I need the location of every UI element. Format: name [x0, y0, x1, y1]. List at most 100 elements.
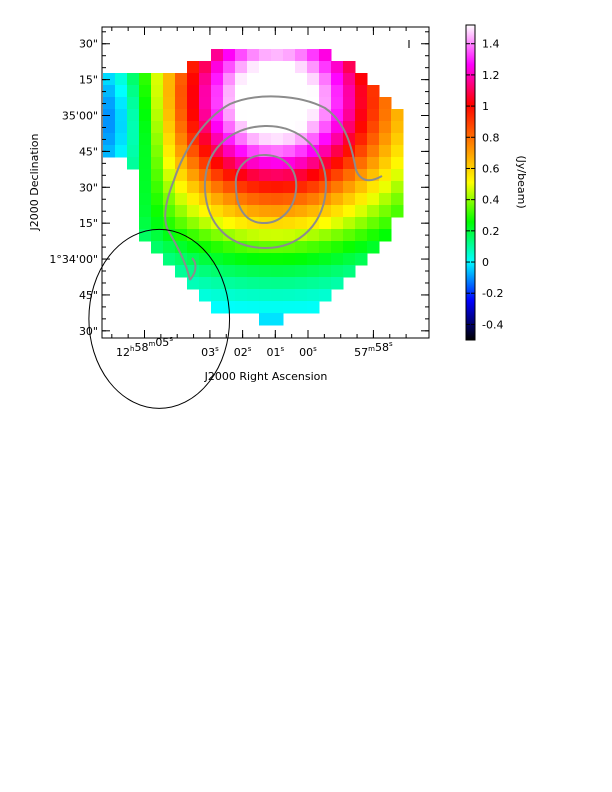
- image-pixel: [223, 169, 236, 182]
- image-pixel: [355, 157, 368, 170]
- image-pixel: [151, 97, 164, 110]
- image-pixel: [247, 109, 260, 122]
- axis-ticks: [102, 27, 429, 338]
- image-pixel: [235, 277, 248, 290]
- image-pixel: [187, 277, 200, 290]
- image-pixel: [187, 229, 200, 242]
- image-pixel: [367, 217, 380, 230]
- image-pixel: [247, 85, 260, 98]
- image-pixel: [367, 157, 380, 170]
- image-pixel: [331, 85, 344, 98]
- image-pixel: [235, 61, 248, 74]
- image-pixel: [379, 181, 392, 194]
- image-pixel: [199, 109, 212, 122]
- image-pixel: [391, 205, 404, 218]
- image-pixel: [139, 157, 152, 170]
- image-pixel: [379, 217, 392, 230]
- image-pixel: [211, 109, 224, 122]
- image-pixel: [235, 133, 248, 146]
- image-pixel: [223, 229, 236, 242]
- image-pixel: [247, 301, 260, 314]
- image-pixel: [187, 97, 200, 110]
- image-pixel: [199, 229, 212, 242]
- image-pixel: [199, 241, 212, 254]
- image-pixel: [283, 49, 296, 62]
- image-pixel: [367, 193, 380, 206]
- image-pixel: [127, 85, 140, 98]
- colorbar-tick-label: -0.2: [482, 287, 503, 300]
- colorbar-tick-label: -0.4: [482, 318, 503, 331]
- colorbar-tick-label: 0.8: [482, 131, 500, 144]
- image-pixel: [331, 229, 344, 242]
- image-pixel: [115, 145, 128, 158]
- image-pixel: [319, 253, 332, 266]
- image-pixel: [271, 145, 284, 158]
- image-pixel: [343, 229, 356, 242]
- image-pixel: [247, 97, 260, 110]
- image-pixel: [115, 133, 128, 146]
- image-pixel: [295, 61, 308, 74]
- image-pixel: [199, 253, 212, 266]
- image-pixel: [295, 253, 308, 266]
- image-pixel: [139, 169, 152, 182]
- image-pixel: [367, 97, 380, 110]
- image-pixel: [295, 157, 308, 170]
- image-pixel: [235, 217, 248, 230]
- image-pixel: [139, 181, 152, 194]
- image-pixel: [199, 61, 212, 74]
- image-pixel: [355, 97, 368, 110]
- image-pixel: [271, 277, 284, 290]
- image-pixel: [283, 109, 296, 122]
- image-pixel: [175, 109, 188, 122]
- image-pixel: [283, 145, 296, 158]
- image-pixel: [175, 205, 188, 218]
- image-pixel: [151, 181, 164, 194]
- image-pixel: [271, 229, 284, 242]
- image-pixel: [295, 217, 308, 230]
- image-pixel: [163, 145, 176, 158]
- colorbar-tick-label: 0.2: [482, 225, 500, 238]
- image-pixel: [295, 277, 308, 290]
- ra-tick-label: 57m58s: [354, 340, 393, 359]
- image-pixel: [151, 157, 164, 170]
- image-pixel: [211, 73, 224, 86]
- image-pixel: [187, 205, 200, 218]
- ra-tick-labels: 12h58m05s 03s 02s 01s 00s 57m58s: [116, 335, 393, 359]
- image-pixel: [127, 145, 140, 158]
- image-pixel: [355, 205, 368, 218]
- image-pixel: [139, 109, 152, 122]
- image-pixel: [103, 85, 116, 98]
- image-pixel: [271, 157, 284, 170]
- image-pixel: [235, 265, 248, 278]
- image-pixel: [187, 145, 200, 158]
- image-pixel: [259, 61, 272, 74]
- image-pixel: [235, 157, 248, 170]
- image-pixel: [247, 133, 260, 146]
- image-pixel: [271, 109, 284, 122]
- image-pixel: [271, 193, 284, 206]
- image-pixel: [163, 109, 176, 122]
- image-pixel: [319, 133, 332, 146]
- image-pixel: [283, 157, 296, 170]
- colorbar-tick-label: 1.2: [482, 69, 500, 82]
- image-pixel: [259, 121, 272, 134]
- image-pixel: [391, 121, 404, 134]
- image-pixel: [235, 301, 248, 314]
- image-pixel: [283, 277, 296, 290]
- image-pixel: [211, 229, 224, 242]
- image-pixel: [223, 289, 236, 302]
- image-pixel: [379, 97, 392, 110]
- image-pixel: [379, 205, 392, 218]
- image-pixel: [343, 181, 356, 194]
- image-pixel: [175, 217, 188, 230]
- image-pixel: [391, 109, 404, 122]
- image-pixel: [211, 253, 224, 266]
- image-pixel: [259, 253, 272, 266]
- image-pixel: [199, 85, 212, 98]
- image-pixel: [223, 277, 236, 290]
- image-pixel: [331, 253, 344, 266]
- image-pixel: [199, 121, 212, 134]
- image-pixel: [211, 85, 224, 98]
- image-pixel: [307, 229, 320, 242]
- image-pixel: [211, 241, 224, 254]
